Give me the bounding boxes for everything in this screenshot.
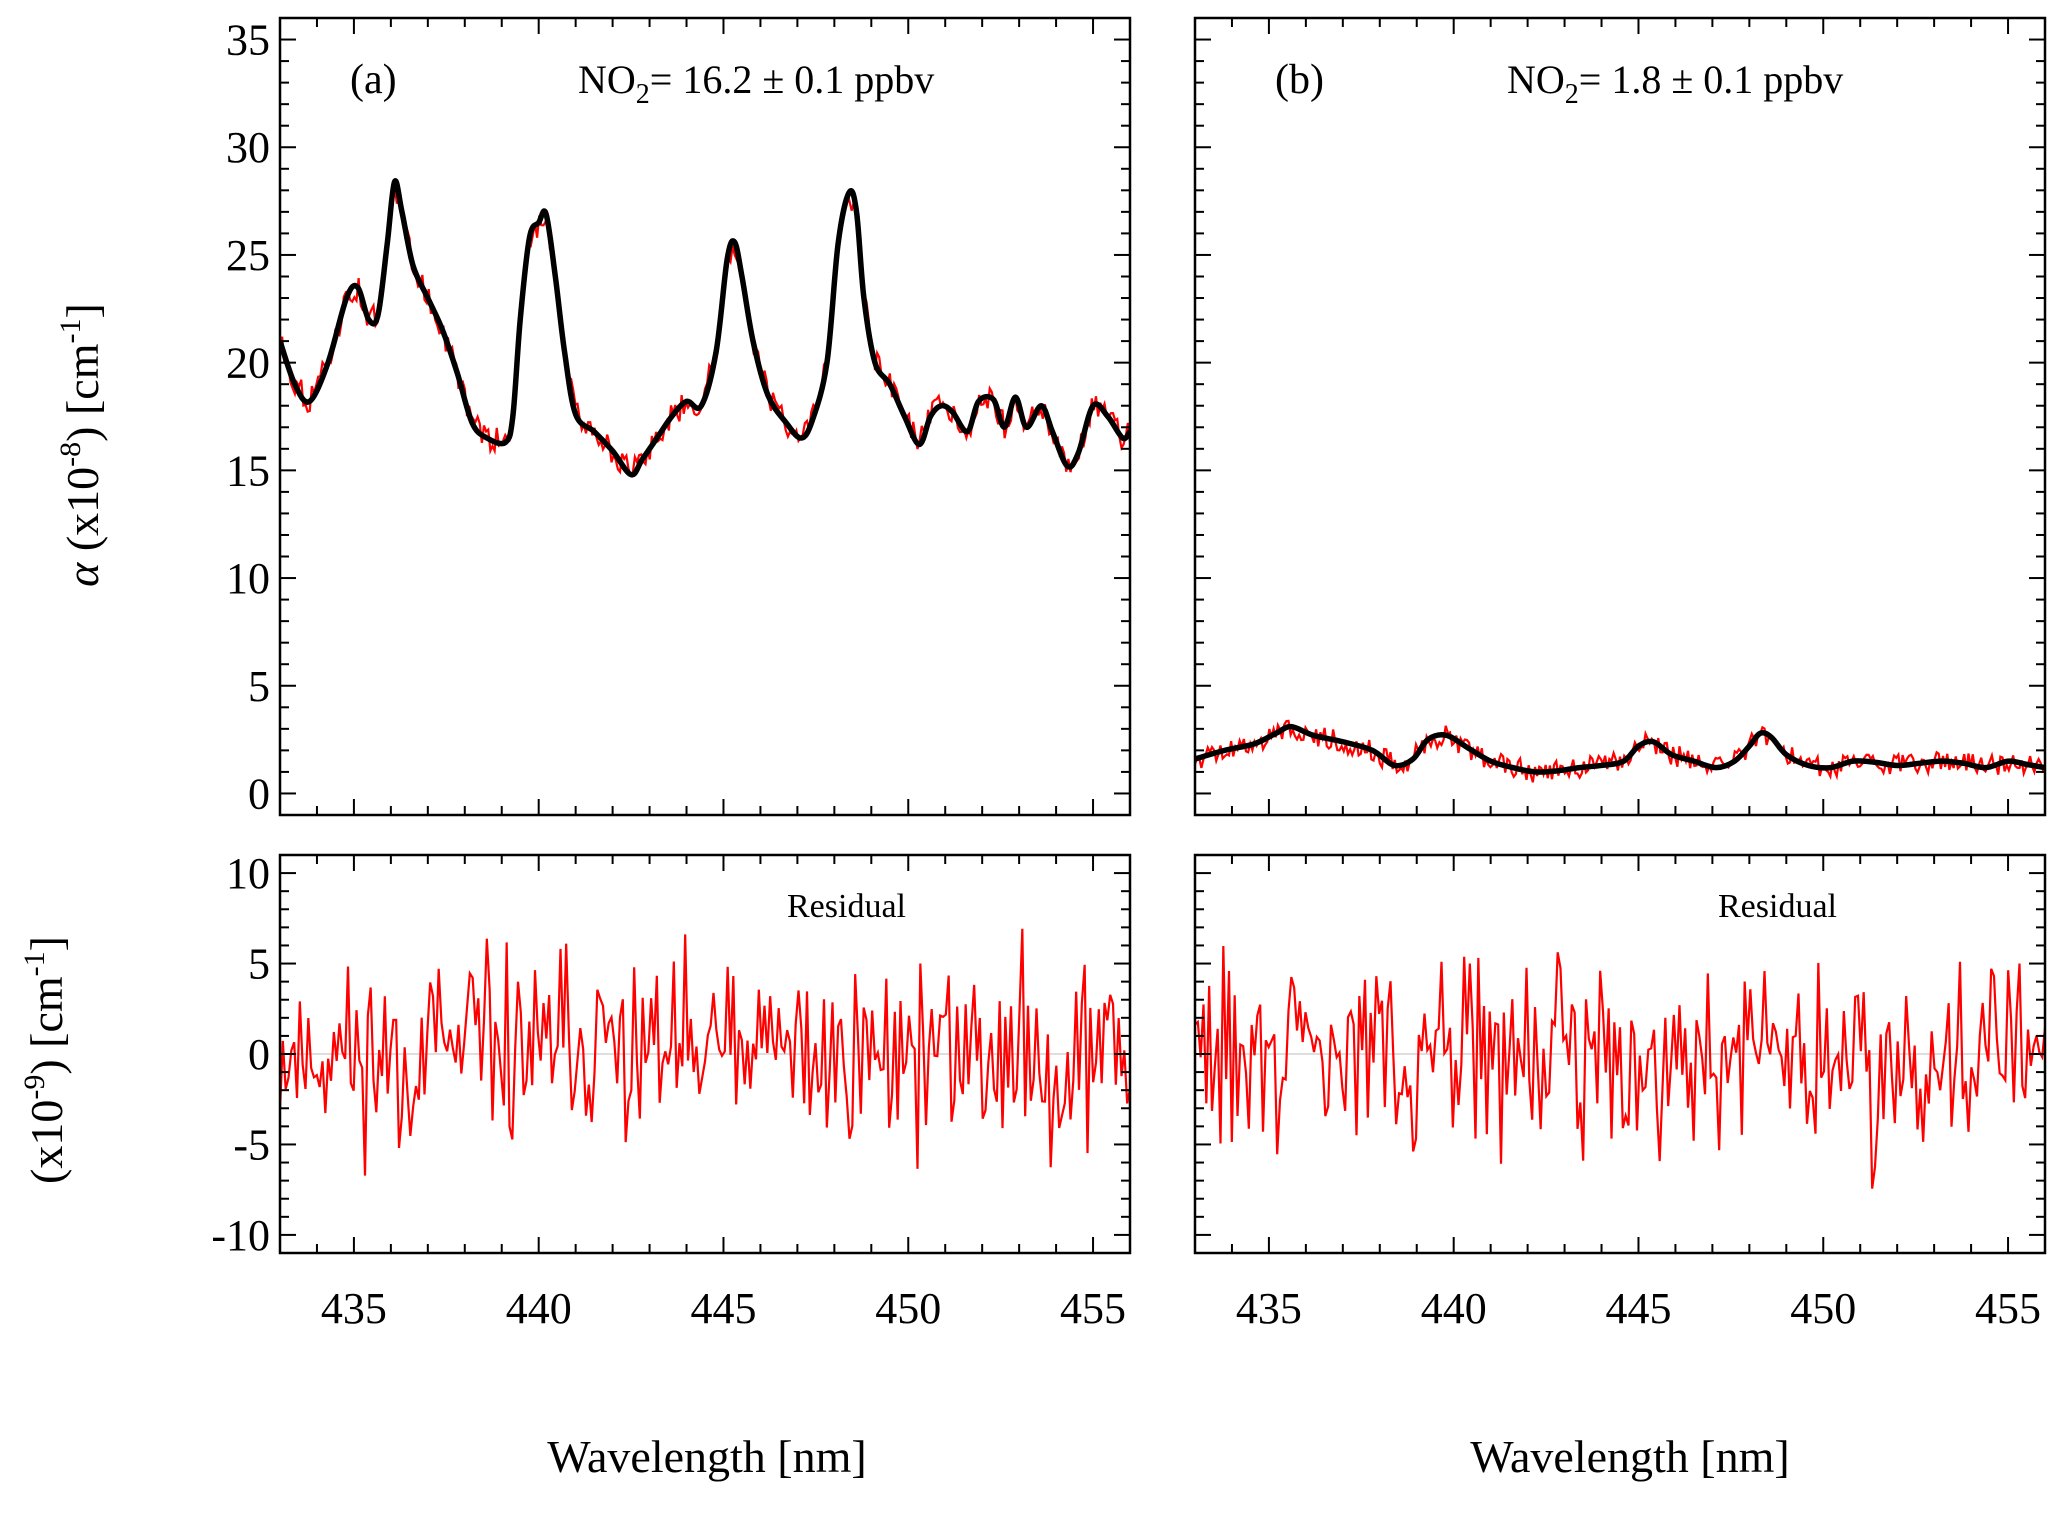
y-tick-label: 10 [226,554,270,603]
x-axis-title-left: Wavelength [nm] [547,1431,866,1482]
panel-a-bottom-frame [278,853,1132,1255]
panel-a-bottom-residual-line [280,928,1130,1176]
panel-a-top-series-group [280,178,1130,478]
x-tick-label: 435 [1236,1284,1302,1333]
panel-a-annotation: NO2= 16.2 ± 0.1 ppbv [578,57,934,110]
y-tick-label: 20 [226,339,270,388]
panel-b-label: (b) [1275,57,1324,103]
x-tick-label: 445 [1605,1284,1671,1333]
panel-b-bottom-residual-line [1195,946,2045,1189]
y-tick-label: 0 [248,769,270,818]
x-tick-label: 440 [506,1284,572,1333]
panel-a-top-fit-line [280,178,1130,478]
residual-label-a: Residual [787,888,906,925]
x-axis-title-right: Wavelength [nm] [1470,1431,1789,1482]
x-tick-label: 450 [875,1284,941,1333]
y-tick-label: 10 [226,849,270,898]
panel-b-top-fit-line [1195,723,2045,775]
y-tick-label: 5 [248,940,270,989]
y-tick-label: -10 [211,1211,270,1260]
x-tick-label: 440 [1421,1284,1487,1333]
panel-b-top-measured-line [1195,719,2045,783]
top-y-axis-title-symbol: α [57,562,108,587]
y-tick-label: 5 [248,662,270,711]
residual-label-b: Residual [1718,888,1837,925]
panel-a-top-measured-line [280,187,1130,478]
panel-a-label: (a) [350,57,397,103]
panel-b-annotation: NO2= 1.8 ± 0.1 ppbv [1507,57,1843,110]
panel-b-bottom-series-group [1195,946,2045,1189]
y-tick-label: 0 [248,1030,270,1079]
x-tick-label: 445 [690,1284,756,1333]
panel-b-top-frame [1193,16,2047,817]
panel-a-top-frame [278,16,1132,817]
x-tick-label: 435 [321,1284,387,1333]
x-tick-label: 455 [1975,1284,2041,1333]
panel-b-top-series-group [1195,719,2045,783]
y-tick-label: 15 [226,446,270,495]
x-tick-label: 450 [1790,1284,1856,1333]
panel-a-bottom-series-group [280,928,1130,1176]
x-tick-label: 455 [1060,1284,1126,1333]
top-y-axis-title: α (x10-8) [cm-1] [54,303,108,587]
panel-b-bottom-frame [1193,853,2047,1255]
y-tick-label: -5 [233,1120,270,1169]
y-tick-label: 35 [226,16,270,65]
plot-layer: 0 5 10 15 20 25 30 35 435 440 445 450 455 -10 -5 0 5 10 43… [211,16,2047,1333]
bottom-y-axis-title: (x10-9) [cm-1] [18,936,72,1184]
y-tick-label: 25 [226,231,270,280]
y-tick-label: 30 [226,123,270,172]
